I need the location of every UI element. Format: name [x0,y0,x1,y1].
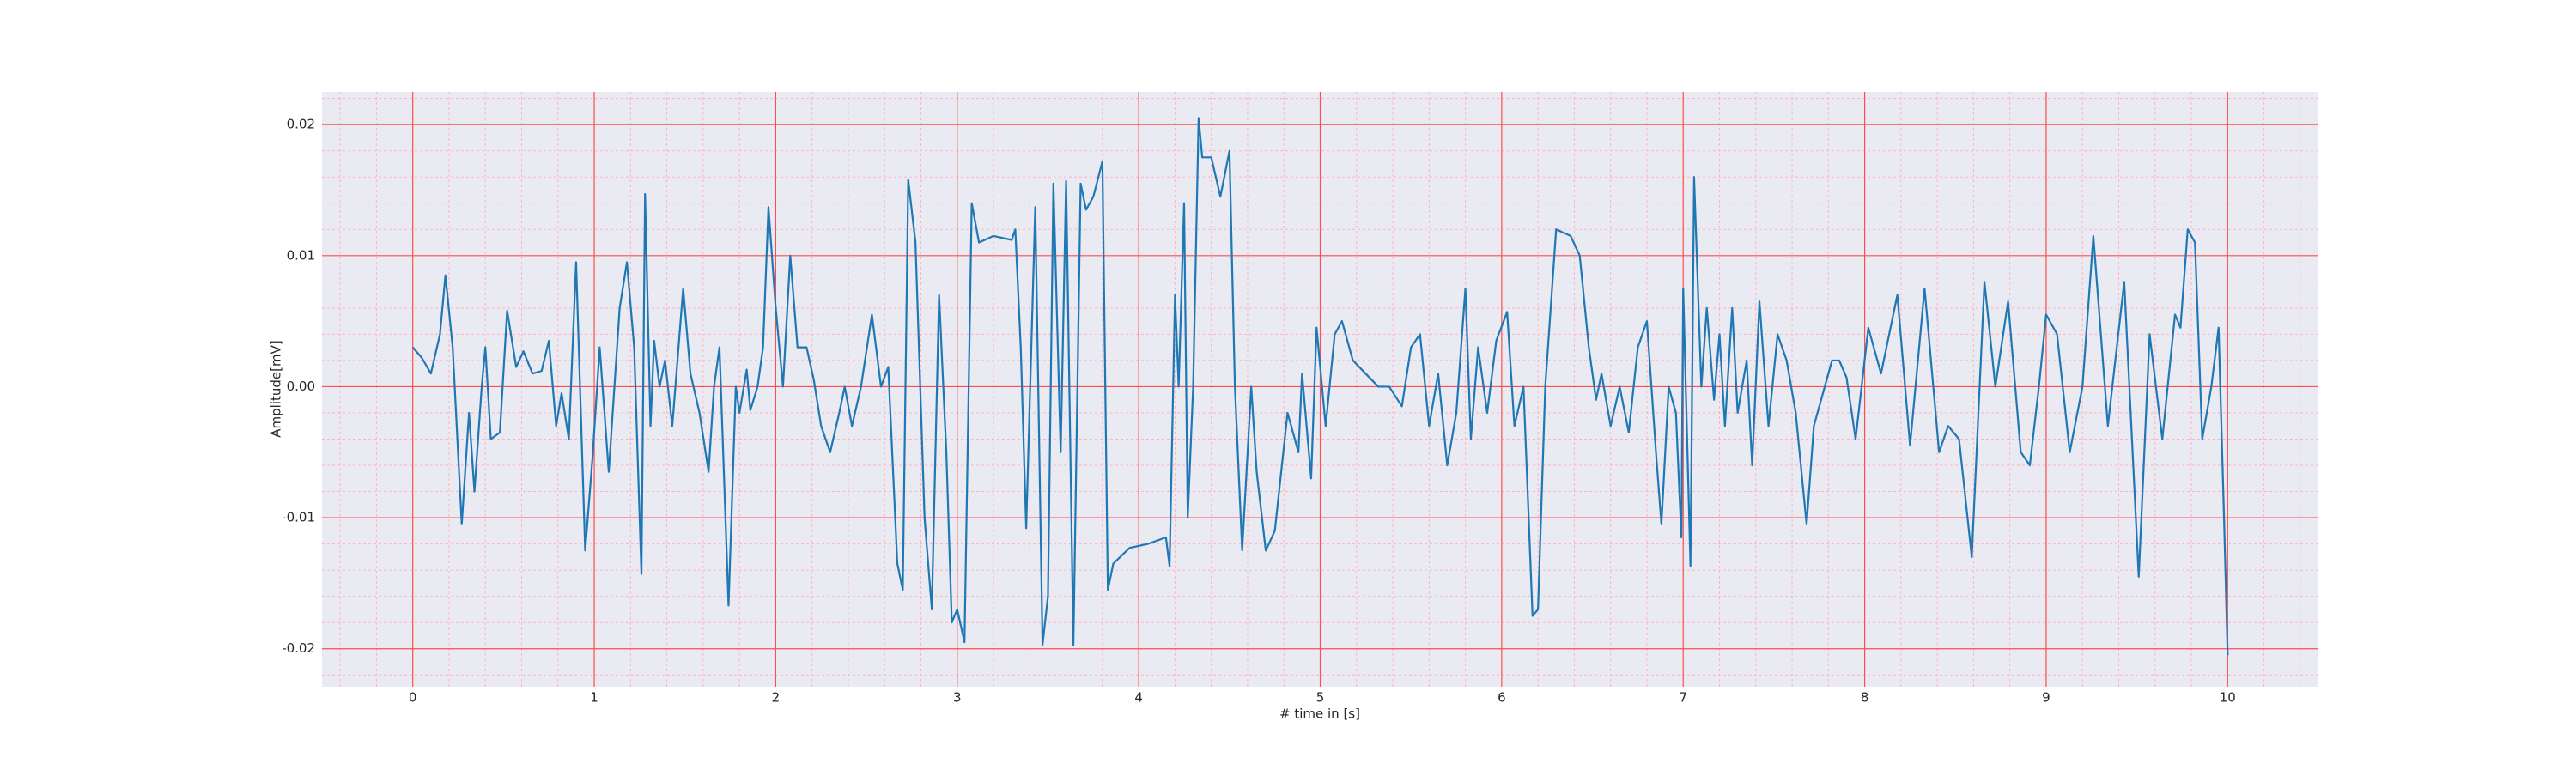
x-tick-label: 0 [409,690,417,706]
x-tick-label: 2 [772,690,781,706]
y-axis-label: Amplitude[mV] [269,340,284,437]
y-tick-label: 0.00 [287,379,315,394]
signal-line [411,117,2229,656]
x-tick-label: 9 [2042,690,2050,706]
x-tick-label: 3 [953,690,962,706]
y-tick-label: -0.02 [282,640,315,656]
x-tick-label: 1 [590,690,598,706]
y-tick-label: -0.01 [282,510,315,525]
x-axis-label: # time in [s] [1279,706,1360,722]
x-tick-label: 5 [1316,690,1325,706]
x-tick-label: 6 [1498,690,1506,706]
x-tick-label: 7 [1679,690,1687,706]
x-tick-label: 8 [1861,690,1869,706]
x-tick-label: 4 [1134,690,1143,706]
x-tick-label: 10 [2220,690,2236,706]
y-tick-label: 0.01 [287,247,315,263]
y-tick-label: 0.02 [287,117,315,132]
